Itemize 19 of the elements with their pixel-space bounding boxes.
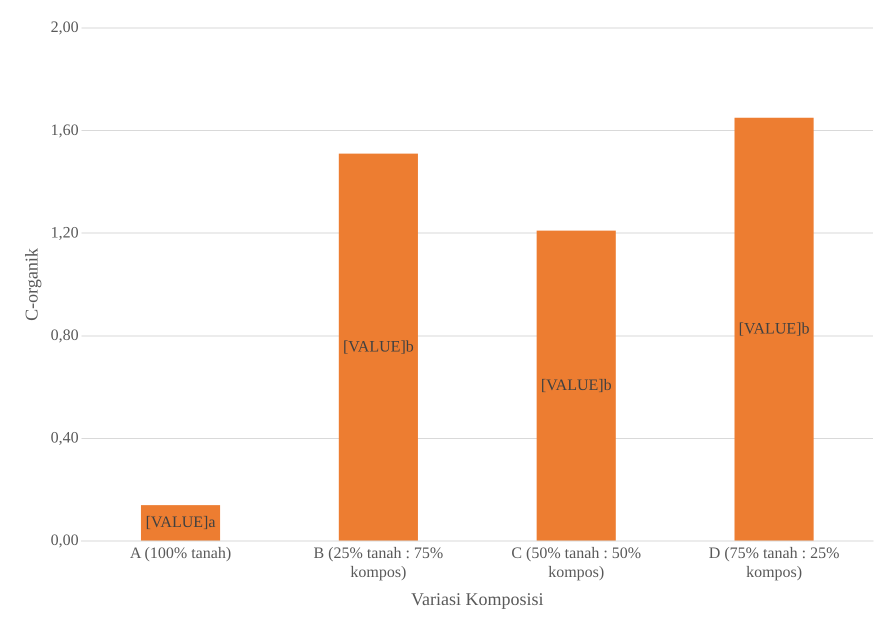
x-tick-label: A (100% tanah) [130, 544, 232, 562]
data-label: [VALUE]b [342, 338, 414, 356]
bar [734, 118, 814, 540]
y-tick-label: 0,00 [50, 532, 79, 550]
data-label: [VALUE]b [738, 320, 810, 338]
x-tick-label: B (25% tanah : 75% kompos) [314, 544, 444, 582]
data-label: [VALUE]b [540, 376, 612, 394]
y-tick-label: 1,60 [50, 122, 79, 139]
y-tick-label: 2,00 [50, 19, 79, 36]
x-axis-title: Variasi Komposisi [411, 588, 544, 609]
y-tick-label: 1,20 [50, 224, 79, 242]
x-tick-label: D (75% tanah : 25% kompos) [708, 544, 840, 582]
y-tick-label: 0,80 [50, 327, 79, 344]
y-tick-label: 0,40 [50, 430, 79, 447]
y-axis-title: C-organik [22, 248, 42, 321]
data-label: [VALUE]a [146, 514, 216, 531]
bar [338, 154, 418, 540]
bar [536, 230, 616, 540]
x-tick-label: C (50% tanah : 50% kompos) [511, 544, 642, 582]
